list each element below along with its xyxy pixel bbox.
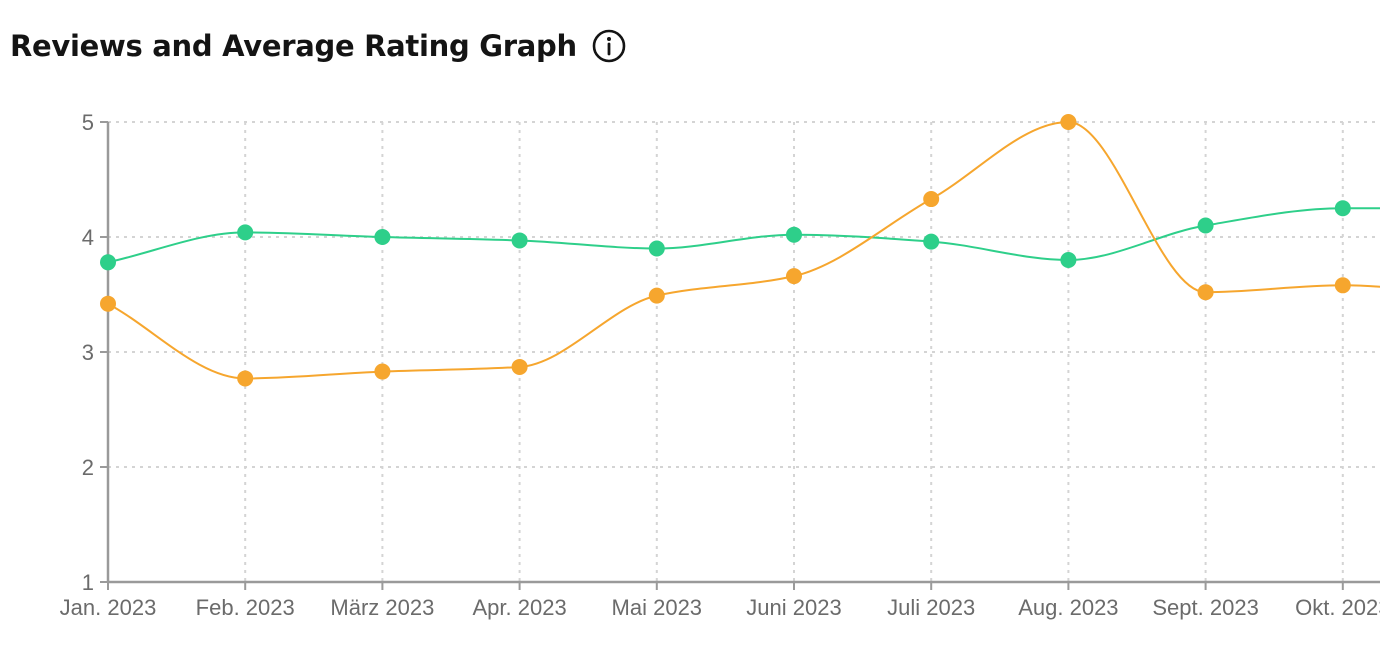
x-tick-label: Aug. 2023	[1018, 595, 1118, 620]
data-point-series-2	[237, 370, 254, 387]
x-tick-label: Juli 2023	[887, 595, 975, 620]
data-point-series-1	[1197, 217, 1214, 234]
data-point-series-2	[511, 358, 528, 375]
chart-title: Reviews and Average Rating Graph	[10, 29, 577, 63]
data-point-series-1	[648, 240, 665, 257]
data-point-series-2	[648, 287, 665, 304]
data-point-series-2	[100, 295, 116, 312]
data-points	[100, 114, 1351, 387]
y-tick-label: 1	[82, 570, 94, 595]
x-tick-label: Sept. 2023	[1152, 595, 1258, 620]
series-lines	[107, 121, 1380, 380]
data-point-series-1	[1334, 200, 1351, 217]
data-point-series-2	[374, 363, 391, 380]
y-tick-label: 2	[82, 455, 94, 480]
tick-labels: 1 2 3 4 5 Jan. 2023 Feb. 2023 März 2023 Apr. 202…	[60, 110, 1380, 620]
chart-header: Reviews and Average Rating Graph	[10, 24, 627, 68]
x-tick-label: Juni 2023	[746, 595, 841, 620]
data-point-series-2	[1060, 114, 1077, 130]
data-point-series-1	[511, 232, 528, 249]
axes	[100, 121, 1380, 590]
data-point-series-1	[1060, 252, 1077, 268]
data-point-series-2	[786, 268, 802, 285]
x-tick-label: Jan. 2023	[60, 595, 157, 620]
grid-lines	[108, 121, 1380, 582]
data-point-series-2	[923, 191, 940, 208]
series-line-2	[107, 121, 1380, 380]
data-point-series-1	[100, 254, 116, 271]
x-tick-label: Feb. 2023	[196, 595, 295, 620]
y-tick-label: 4	[82, 225, 94, 250]
data-point-series-1	[374, 229, 391, 245]
x-tick-label: Apr. 2023	[473, 595, 567, 620]
data-point-series-1	[786, 226, 802, 243]
series-line-1	[107, 207, 1380, 264]
y-tick-label: 3	[82, 340, 94, 365]
data-point-series-1	[923, 233, 940, 250]
info-circle-icon[interactable]	[591, 28, 627, 64]
x-tick-label: Okt. 2023	[1295, 595, 1380, 620]
data-point-series-1	[237, 224, 254, 241]
data-point-series-2	[1197, 284, 1214, 301]
y-tick-label: 5	[82, 110, 94, 135]
x-tick-label: Mai 2023	[612, 595, 703, 620]
x-tick-label: März 2023	[330, 595, 434, 620]
data-point-series-2	[1334, 277, 1351, 294]
